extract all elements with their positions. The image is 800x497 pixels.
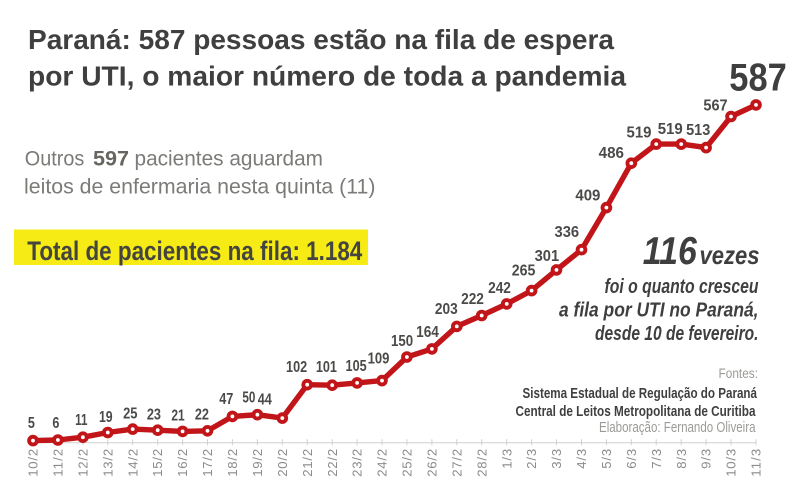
svg-text:14/2: 14/2 <box>125 449 140 477</box>
svg-text:336: 336 <box>555 224 580 241</box>
svg-text:8/3: 8/3 <box>674 449 689 469</box>
svg-text:9/3: 9/3 <box>699 449 714 469</box>
svg-text:409: 409 <box>575 188 600 205</box>
svg-text:150: 150 <box>391 333 413 350</box>
svg-text:519: 519 <box>627 124 652 141</box>
svg-text:vezes: vezes <box>700 240 760 270</box>
svg-text:27/2: 27/2 <box>449 449 464 477</box>
svg-text:101: 101 <box>316 359 337 376</box>
svg-text:7/3: 7/3 <box>649 449 664 469</box>
svg-text:3/3: 3/3 <box>549 449 564 469</box>
svg-text:leitos de enfermaria nesta qui: leitos de enfermaria nesta quinta (11) <box>24 175 376 199</box>
svg-text:pacientes aguardam: pacientes aguardam <box>135 146 324 170</box>
svg-text:Paraná: 587 pessoas estão na f: Paraná: 587 pessoas estão na fila de esp… <box>28 24 614 55</box>
svg-text:486: 486 <box>599 145 625 162</box>
svg-text:47: 47 <box>219 391 233 408</box>
svg-text:13/2: 13/2 <box>100 449 115 477</box>
svg-text:10/2: 10/2 <box>26 449 41 477</box>
svg-text:265: 265 <box>512 263 536 280</box>
svg-text:2/3: 2/3 <box>524 449 539 469</box>
svg-text:21/2: 21/2 <box>300 449 315 477</box>
svg-text:17/2: 17/2 <box>200 449 215 477</box>
svg-text:50: 50 <box>242 389 255 406</box>
svg-text:11: 11 <box>75 412 87 429</box>
svg-text:519: 519 <box>658 121 683 138</box>
svg-text:105: 105 <box>346 358 367 375</box>
svg-text:19: 19 <box>99 409 113 426</box>
svg-text:597: 597 <box>93 146 129 170</box>
svg-text:a fila por UTI no Paraná,: a fila por UTI no Paraná, <box>559 300 759 322</box>
svg-text:Sistema Estadual de Regulação: Sistema Estadual de Regulação do Paraná <box>523 386 758 402</box>
svg-text:22: 22 <box>195 406 209 423</box>
svg-text:5: 5 <box>28 415 35 432</box>
svg-text:25: 25 <box>123 406 138 423</box>
svg-text:23: 23 <box>147 406 161 423</box>
svg-text:20/2: 20/2 <box>275 449 290 477</box>
svg-text:567: 567 <box>703 98 727 115</box>
svg-text:109: 109 <box>368 350 390 367</box>
svg-text:12/2: 12/2 <box>76 449 91 477</box>
svg-text:513: 513 <box>686 122 710 139</box>
svg-text:por UTI, o maior número de tod: por UTI, o maior número de toda a pandem… <box>28 60 626 91</box>
svg-text:Total de pacientes na fila: 1.: Total de pacientes na fila: 1.184 <box>27 235 362 266</box>
svg-text:Outros: Outros <box>25 146 85 170</box>
svg-text:222: 222 <box>461 291 484 308</box>
svg-text:6/3: 6/3 <box>624 449 639 469</box>
svg-text:foi o quanto cresceu: foi o quanto cresceu <box>605 276 759 298</box>
svg-text:164: 164 <box>416 324 439 341</box>
svg-text:Fontes:: Fontes: <box>719 366 759 381</box>
svg-text:4/3: 4/3 <box>574 449 589 469</box>
svg-text:587: 587 <box>729 57 787 100</box>
svg-text:21: 21 <box>171 407 184 424</box>
svg-text:242: 242 <box>488 280 511 297</box>
svg-text:44: 44 <box>258 392 272 409</box>
svg-text:desde 10 de fevereiro.: desde 10 de fevereiro. <box>595 323 759 345</box>
svg-text:Elaboração: Fernando Oliveira: Elaboração: Fernando Oliveira <box>599 420 756 436</box>
svg-text:Central de Leitos Metropolitan: Central de Leitos Metropolitana de Curit… <box>516 404 757 420</box>
svg-text:11/3: 11/3 <box>749 449 764 477</box>
svg-text:301: 301 <box>535 248 560 265</box>
svg-text:10/3: 10/3 <box>724 449 739 477</box>
svg-text:203: 203 <box>435 301 458 318</box>
svg-text:26/2: 26/2 <box>425 449 440 477</box>
svg-text:18/2: 18/2 <box>225 449 240 477</box>
svg-text:16/2: 16/2 <box>175 449 190 477</box>
svg-text:5/3: 5/3 <box>599 449 614 469</box>
svg-text:1/3: 1/3 <box>499 449 514 469</box>
svg-text:22/2: 22/2 <box>325 449 340 477</box>
svg-text:15/2: 15/2 <box>150 449 165 477</box>
svg-text:24/2: 24/2 <box>375 449 390 477</box>
svg-text:23/2: 23/2 <box>350 449 365 477</box>
svg-text:11/2: 11/2 <box>51 449 66 477</box>
svg-text:25/2: 25/2 <box>400 449 415 477</box>
svg-text:28/2: 28/2 <box>474 449 489 477</box>
svg-text:6: 6 <box>52 415 59 432</box>
svg-text:19/2: 19/2 <box>250 449 265 477</box>
svg-text:116: 116 <box>643 230 698 273</box>
svg-text:102: 102 <box>286 359 307 376</box>
